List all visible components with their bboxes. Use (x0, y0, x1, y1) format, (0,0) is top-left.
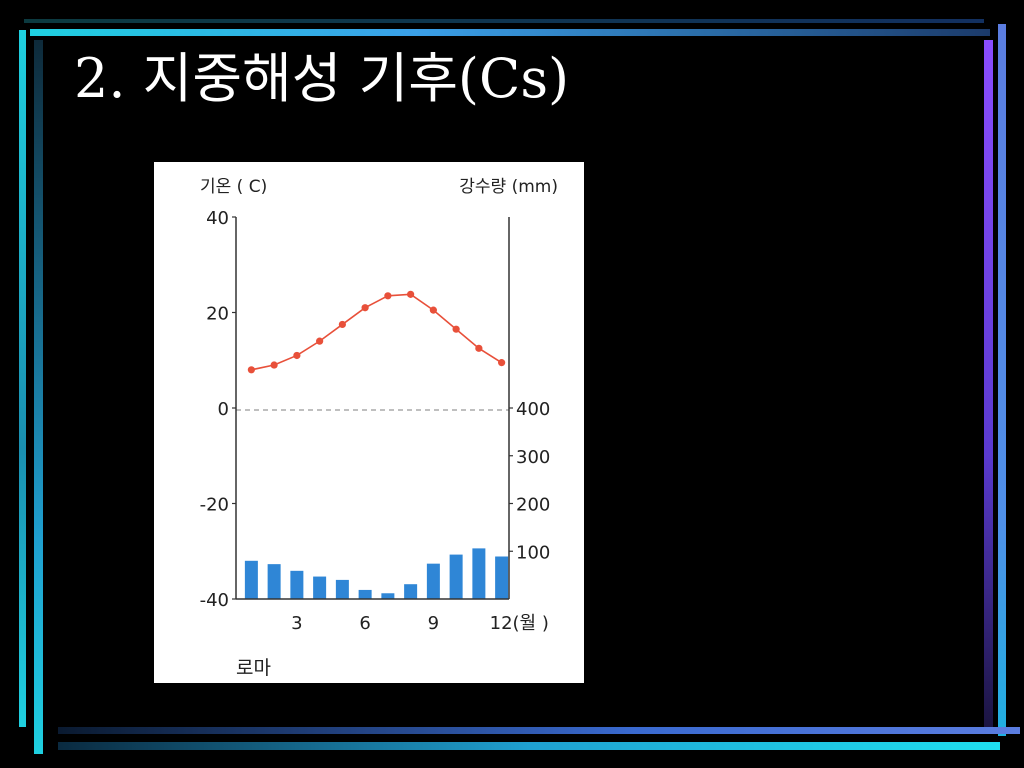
precipitation-bar-month-8 (404, 584, 418, 599)
precipitation-bar-month-3 (290, 570, 304, 599)
x-tick-label: 3 (291, 613, 302, 634)
x-tick-label: 6 (359, 613, 370, 634)
temperature-point-month-12 (498, 359, 506, 367)
right-frame-bar-violet (984, 40, 993, 730)
right-tick-label: 100 (516, 542, 550, 563)
bottom-frame-bar (58, 727, 1020, 734)
left-tick-label: 0 (218, 399, 229, 420)
temperature-point-month-10 (452, 325, 460, 333)
temperature-point-month-3 (293, 351, 301, 360)
left-tick-label: 20 (206, 304, 229, 325)
temperature-point-month-5 (338, 320, 346, 329)
precipitation-bar-month-4 (313, 576, 327, 599)
top-frame-bar-thin (24, 19, 984, 23)
temperature-point-month-11 (475, 344, 483, 352)
climate-chart-panel: 40 20 0 -20 -40 400 300 200 100 3 6 9 12(월 ) 기온 ( C)… (154, 162, 584, 683)
right-axis-title: 강수량 (mm) (459, 177, 558, 197)
precipitation-bar-month-10 (449, 554, 463, 599)
temperature-point-month-7 (384, 292, 392, 300)
precipitation-bar-month-12 (495, 556, 509, 599)
precipitation-bars (244, 548, 509, 599)
right-tick-label: 400 (516, 399, 550, 420)
right-tick-label: 200 (516, 495, 550, 516)
left-axis-title: 기온 ( C) (200, 177, 267, 197)
top-frame-bar (30, 29, 990, 36)
right-frame-bar-blue (998, 24, 1006, 736)
slide-title: 2. 지중해성 기후(Cs) (74, 47, 570, 110)
x-tick-label: 9 (428, 613, 439, 634)
temperature-point-month-2 (270, 361, 278, 369)
bottom-frame-bar-cyan (58, 742, 1000, 750)
precipitation-bar-month-7 (381, 593, 395, 599)
left-frame-bar (19, 30, 26, 727)
precipitation-bar-month-5 (335, 579, 349, 599)
temperature-point-month-6 (361, 304, 369, 312)
precipitation-bar-month-2 (267, 564, 281, 599)
precipitation-bar-month-1 (244, 560, 258, 599)
temperature-line (251, 293, 503, 371)
x-tick-label: 12(월 ) (490, 613, 549, 634)
left-frame-bar-inner (34, 40, 43, 754)
left-tick-label: -40 (200, 590, 229, 611)
temperature-point-month-9 (429, 306, 437, 314)
temperature-point-month-8 (407, 290, 415, 298)
temperature-points (247, 290, 506, 374)
left-tick-label: 40 (206, 208, 229, 229)
temperature-point-month-1 (247, 366, 255, 374)
precipitation-bar-month-11 (472, 548, 486, 599)
location-label: 로마 (236, 657, 271, 679)
precipitation-bar-month-6 (358, 589, 372, 599)
right-tick-label: 300 (516, 447, 550, 468)
precipitation-bar-month-9 (426, 563, 440, 599)
left-tick-label: -20 (200, 495, 229, 516)
temperature-point-month-4 (316, 337, 324, 345)
axis-ticks (232, 216, 513, 600)
